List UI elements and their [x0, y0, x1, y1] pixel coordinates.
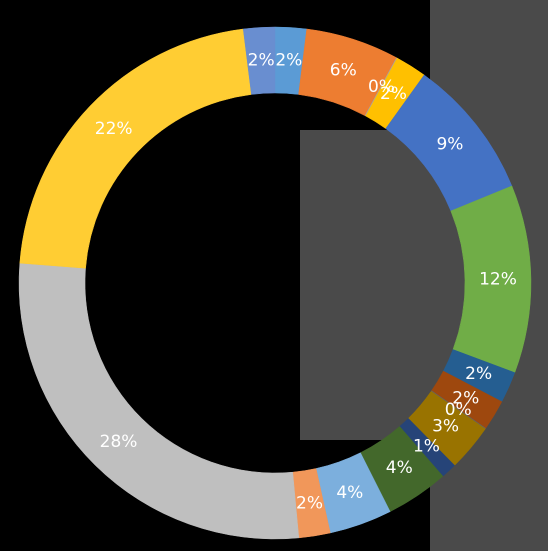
- data-label: 2%: [248, 50, 275, 70]
- data-label: 9%: [436, 135, 463, 155]
- data-label: 2%: [452, 388, 479, 408]
- data-label: 0%: [445, 400, 472, 420]
- data-label: 2%: [380, 84, 407, 104]
- data-label: 2%: [275, 50, 302, 70]
- donut: [18, 26, 532, 540]
- data-label: 6%: [330, 61, 357, 81]
- data-label: 1%: [413, 437, 440, 457]
- slice: [242, 26, 276, 95]
- data-label: 12%: [479, 270, 517, 290]
- data-label: 22%: [95, 119, 133, 139]
- data-label: 2%: [296, 493, 323, 513]
- data-label: 4%: [336, 483, 363, 503]
- data-label: 4%: [386, 458, 413, 478]
- data-label: 28%: [100, 432, 138, 452]
- data-label: 3%: [432, 417, 459, 437]
- slice: [19, 28, 252, 269]
- data-label: 2%: [465, 364, 492, 384]
- slice: [18, 262, 300, 540]
- backdrop: [300, 130, 430, 440]
- data-label: 0%: [368, 77, 395, 97]
